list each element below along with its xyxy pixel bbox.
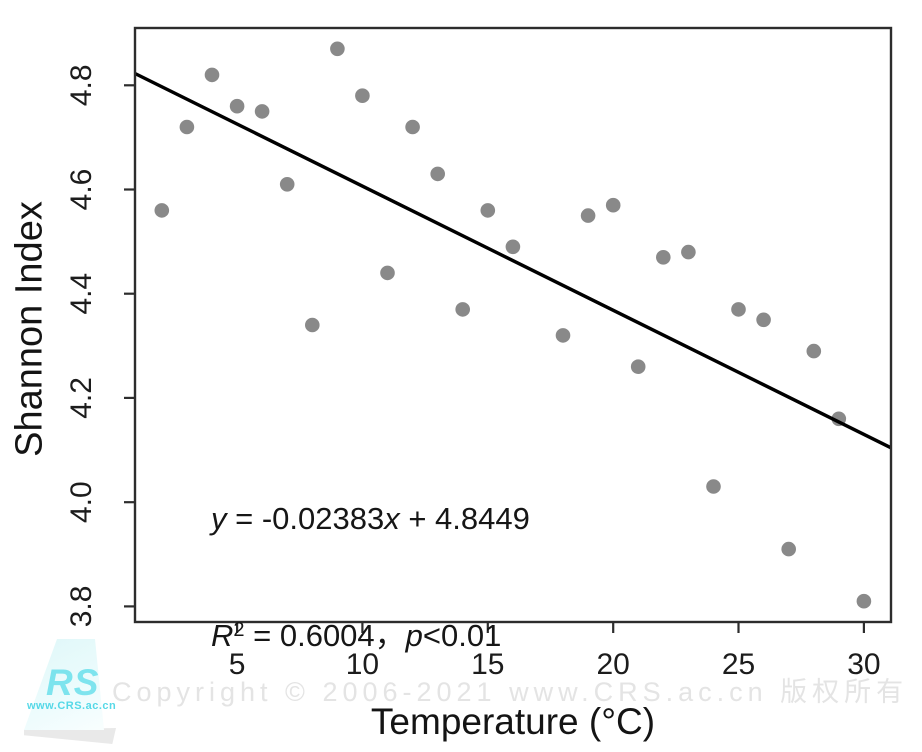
data-point xyxy=(781,541,796,557)
data-point xyxy=(580,208,596,223)
data-point xyxy=(455,302,471,317)
data-point xyxy=(856,593,872,609)
data-point xyxy=(756,312,771,328)
data-point xyxy=(480,203,496,218)
data-point xyxy=(254,104,270,119)
site-logo: RS www.CRS.ac.cn xyxy=(22,636,122,748)
data-point xyxy=(706,479,721,494)
logo-url-text: www.CRS.ac.cn xyxy=(27,700,117,712)
x-axis-label: Temperature (°C) xyxy=(370,701,656,742)
x-tick-label: 15 xyxy=(471,648,504,681)
data-point xyxy=(330,41,345,57)
regression-stats-line: R2 = 0.6004，p<0.01 xyxy=(211,616,530,660)
r-squared-value: = 0.6004， xyxy=(244,618,406,653)
data-point xyxy=(731,302,746,317)
equation-x-symbol: x xyxy=(384,501,400,536)
data-point xyxy=(405,119,420,135)
data-point xyxy=(630,359,646,375)
r-symbol: R xyxy=(211,618,234,653)
plot-border xyxy=(133,26,893,624)
x-tick-label: 10 xyxy=(346,648,379,681)
equation-slope-text: = -0.02383 xyxy=(226,501,385,536)
regression-equation-line: y = -0.02383x + 4.8449 xyxy=(211,499,530,538)
data-point xyxy=(656,249,671,265)
p-symbol: p xyxy=(405,618,423,653)
data-point xyxy=(555,328,571,343)
x-tick-label: 20 xyxy=(597,648,630,681)
copyright-watermark: Copyright © 2006-2021 www.CRS.ac.cn 版权所有 xyxy=(112,677,909,707)
y-tick-label: 4.0 xyxy=(65,481,98,523)
logo-brand-text: RS xyxy=(46,662,100,703)
data-point xyxy=(806,343,822,359)
p-value-text: <0.01 xyxy=(422,618,502,653)
x-tick-label: 25 xyxy=(722,648,755,681)
data-point xyxy=(430,166,446,182)
y-tick-label: 4.6 xyxy=(65,169,98,211)
data-point xyxy=(279,177,295,192)
data-point xyxy=(505,239,521,255)
data-point xyxy=(681,244,696,260)
x-tick-label: 30 xyxy=(847,648,880,681)
r-squared-exponent: 2 xyxy=(233,619,245,641)
data-point xyxy=(380,265,395,281)
equation-intercept-text: + 4.8449 xyxy=(399,501,530,536)
data-point xyxy=(204,67,220,83)
x-tick-label: 5 xyxy=(229,648,246,681)
y-tick-label: 4.2 xyxy=(65,377,98,419)
y-tick-label: 4.8 xyxy=(65,64,98,106)
equation-y-symbol: y xyxy=(211,501,227,536)
data-point xyxy=(229,98,245,114)
data-point xyxy=(605,197,621,213)
data-point xyxy=(305,317,320,333)
regression-line xyxy=(134,71,892,450)
regression-annotation: y = -0.02383x + 4.8449 R2 = 0.6004，p<0.0… xyxy=(211,421,530,738)
y-tick-label: 3.8 xyxy=(65,586,98,628)
data-point xyxy=(355,88,370,103)
data-point xyxy=(179,119,195,135)
data-point xyxy=(154,203,170,218)
y-tick-label: 4.4 xyxy=(65,273,98,315)
y-axis-label: Shannon Index xyxy=(8,201,51,457)
